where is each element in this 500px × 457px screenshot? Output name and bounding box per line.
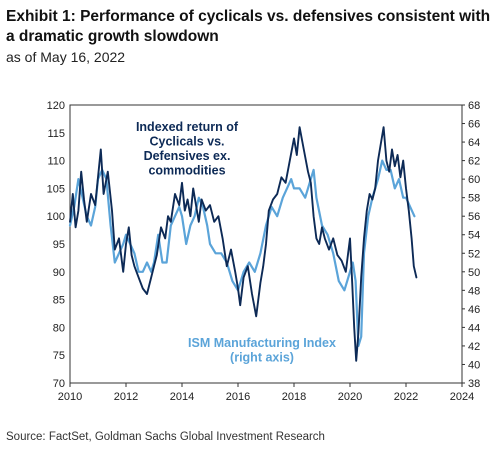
y-right-tick-label: 44 [468,322,480,334]
y-right-tick-label: 56 [468,211,480,223]
x-tick-label: 2010 [58,391,82,403]
y-right-tick-label: 54 [468,230,480,242]
y-left-tick-label: 100 [47,211,65,223]
y-left-tick-label: 70 [53,378,65,390]
x-tick-label: 2024 [450,391,474,403]
y-right-tick-label: 38 [468,378,480,390]
y-right-tick-label: 52 [468,248,480,260]
x-tick-label: 2022 [394,391,418,403]
y-right-tick-label: 64 [468,137,480,149]
chart-title: Exhibit 1: Performance of cyclicals vs. … [6,8,491,45]
y-right-tick-label: 62 [468,156,480,168]
y-left-tick-label: 105 [47,183,65,195]
y-right-tick-label: 40 [468,359,480,371]
y-right-tick-label: 42 [468,341,480,353]
x-tick-label: 2016 [226,391,250,403]
y-left-tick-label: 95 [53,239,65,251]
x-tick-label: 2014 [170,391,194,403]
y-right-tick-label: 66 [468,119,480,131]
ism-annotation-line: (right axis) [230,351,294,365]
source-note: Source: FactSet, Goldman Sachs Global In… [6,431,325,443]
y-left-tick-label: 115 [47,128,65,140]
x-tick-label: 2018 [282,391,306,403]
ism-manufacturing-line [68,159,416,347]
y-right-tick-label: 46 [468,304,480,316]
y-right-tick-label: 48 [468,285,480,297]
cyclicals-annotation-line: Indexed return of [136,120,239,134]
y-right-tick-label: 60 [468,174,480,186]
ism-annotation-line: ISM Manufacturing Index [188,336,336,350]
x-tick-label: 2020 [338,391,362,403]
y-left-tick-label: 85 [53,295,65,307]
y-left-tick-label: 75 [53,350,65,362]
cyclicals-annotation-line: Defensives ex. [144,149,231,163]
cyclicals-annotation-line: Cyclicals vs. [149,135,224,149]
y-right-tick-label: 68 [468,100,480,112]
y-right-tick-label: 58 [468,193,480,205]
cyclicals-vs-defensives-line [69,126,418,362]
y-left-tick-label: 110 [47,156,65,168]
y-left-tick-label: 80 [53,322,65,334]
y-left-tick-label: 90 [53,267,65,279]
x-tick-label: 2012 [114,391,138,403]
cyclicals-annotation-line: commodities [148,164,225,178]
y-left-tick-label: 120 [47,100,65,112]
plot-frame [69,104,463,384]
chart-subtitle: as of May 16, 2022 [6,49,126,65]
y-right-tick-label: 50 [468,267,480,279]
